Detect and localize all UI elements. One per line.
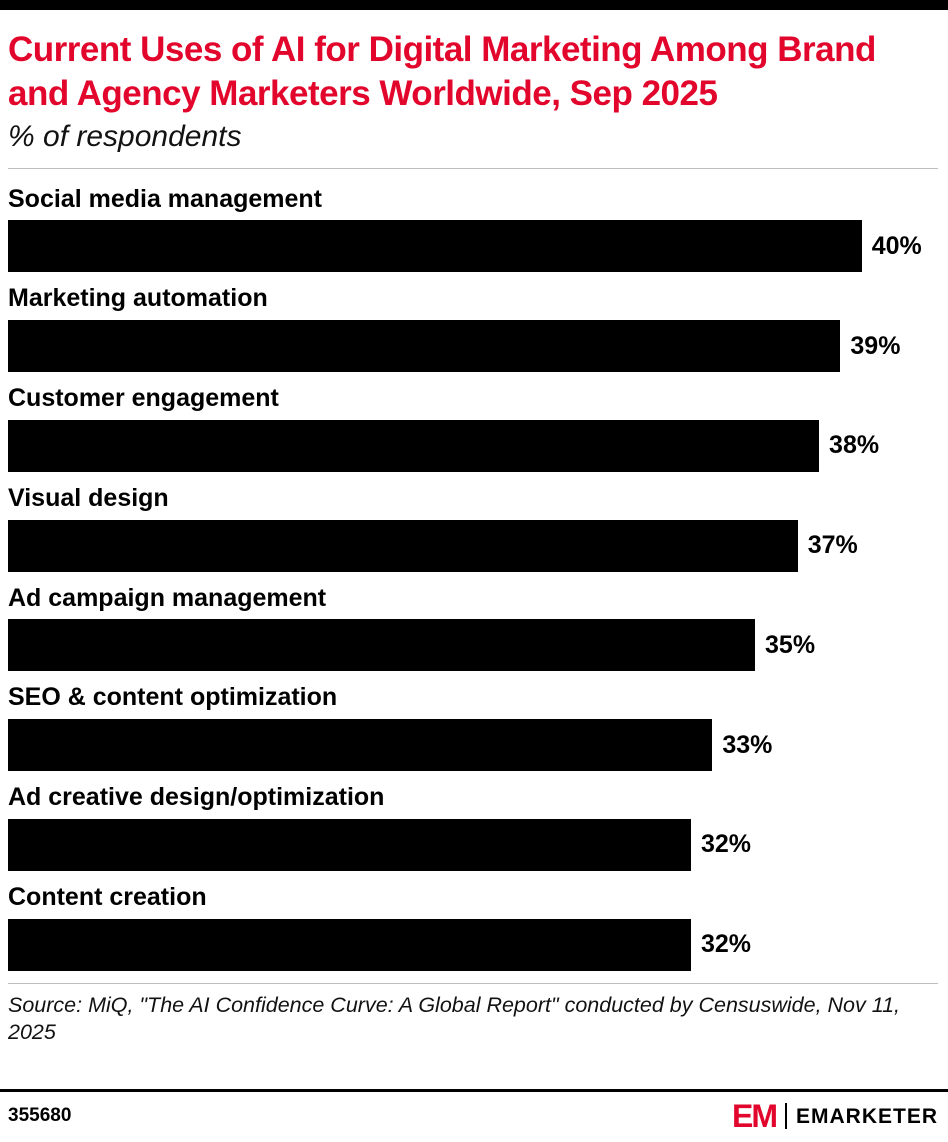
bar-value-label: 39% [850,331,901,360]
bar-value-label: 33% [722,730,773,759]
bar-category-label: Marketing automation [8,284,268,313]
bar-category-label: Customer engagement [8,384,279,412]
bar-group: Ad creative design/optimization 32% [8,783,938,871]
footer-bar: 355680 EM EMARKETER [0,1089,948,1142]
bar [8,818,691,871]
bar-value-label: 32% [700,930,752,958]
chart-id: 355680 [8,1105,72,1126]
bar-category-label: Social media management [8,184,323,213]
bar-track: 37% [8,519,938,572]
bar [8,220,862,273]
bar-group: Ad campaign management 35% [8,584,938,672]
bar-value-label: 35% [765,630,816,659]
source-section: Source: MiQ, "The AI Confidence Curve: A… [8,982,938,1058]
logo-divider [784,1103,787,1129]
bar-value-label: 38% [829,431,880,460]
bar-group: Visual design 37% [8,484,938,572]
emarketer-logo: EM EMARKETER [732,1100,938,1132]
bar-category-label: Content creation [8,882,207,911]
top-black-bar [0,0,948,10]
bar-value-label: 40% [871,231,922,260]
bar-category-label: Ad creative design/optimization [8,783,385,811]
bar-group: Social media management 40% [8,185,938,273]
header-divider [8,167,938,169]
bar-category-label: Visual design [8,483,169,512]
emarketer-em-mark-icon: EM [731,1098,778,1134]
bar-track: 32% [8,918,938,971]
chart-title: Current Uses of AI for Digital Marketing… [8,30,876,113]
bar-group: Marketing automation 39% [8,284,938,372]
bar-track: 35% [8,619,938,672]
source-text: Source: MiQ, "The AI Confidence Curve: A… [8,992,901,1045]
bar [8,619,756,672]
bar-category-label: SEO & content optimization [8,683,338,712]
bar-group: SEO & content optimization 33% [8,683,938,771]
bar [8,519,798,572]
bar [8,320,841,372]
chart-page: Current Uses of AI for Digital Marketing… [0,10,948,1057]
bar [8,419,820,472]
bar-value-label: 37% [807,531,858,559]
bar-track: 39% [8,320,938,372]
bar-chart: Social media management 40% Marketing auto… [8,185,938,971]
emarketer-wordmark: EMARKETER [795,1104,938,1128]
bar-track: 40% [8,220,938,273]
bar-value-label: 32% [700,830,752,859]
chart-subtitle: % of respondents [8,119,242,153]
bar-group: Customer engagement 38% [8,384,938,472]
bar [8,719,713,771]
bar-group: Content creation 32% [8,883,938,971]
bar-track: 38% [8,419,938,472]
bar [8,918,691,971]
bar-track: 32% [8,818,938,871]
bar-track: 33% [8,719,938,771]
bar-category-label: Ad campaign management [8,583,327,612]
